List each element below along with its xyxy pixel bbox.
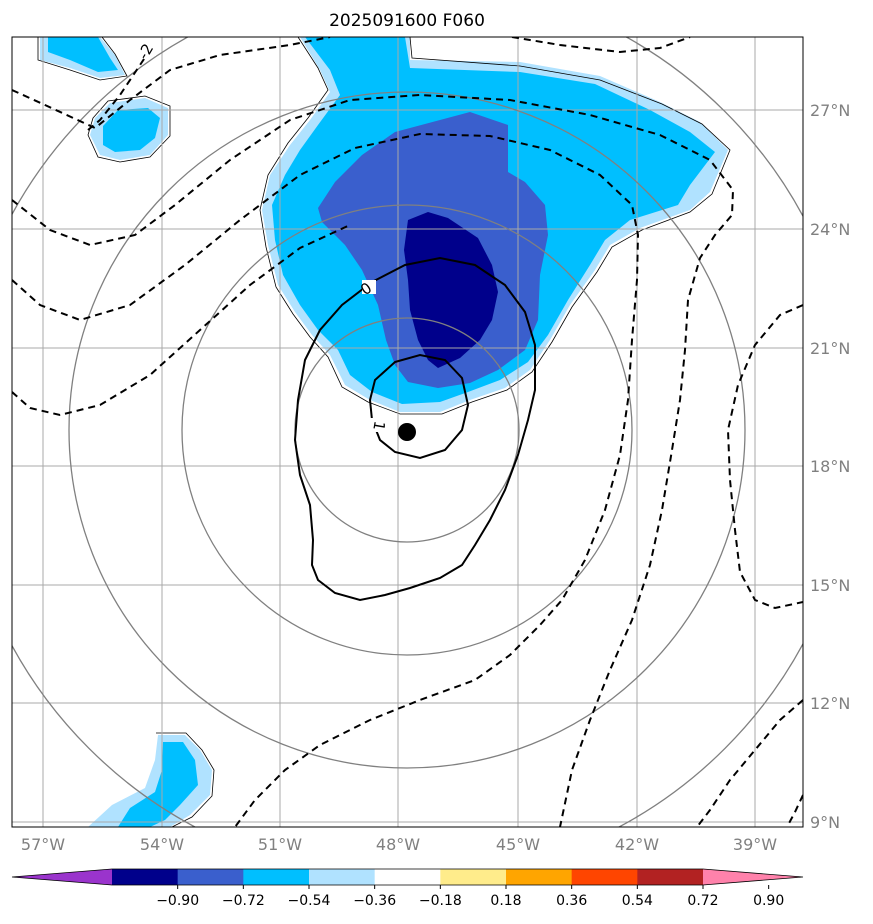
anomaly-navy: [404, 212, 498, 368]
dashed-contour-nw-small: [87, 49, 151, 131]
colorbar-tick-label: 0.18: [490, 893, 521, 909]
lon-tick-label: 45°W: [496, 835, 540, 854]
dashed-contours: [12, 37, 803, 827]
lat-tick-label: 18°N: [810, 457, 850, 476]
range-ring-2: [181, 204, 633, 656]
colorbar-extend-high: [703, 869, 803, 885]
colorbar-tick-label: 0.90: [753, 893, 784, 909]
colorbar-tick-label: 0.54: [622, 893, 653, 909]
lat-tick-label: 9°N: [810, 813, 840, 832]
dashed-contour-arc1: [12, 37, 331, 130]
solid-contour-inner: [368, 353, 470, 460]
dashed-contour-se2: [786, 794, 803, 827]
colorbar-tick-label: −0.54: [288, 893, 331, 909]
dashed-contour-se: [696, 699, 803, 827]
anomaly-topleft-blue: [48, 37, 118, 72]
dashed-contour-east: [726, 304, 803, 610]
colorbar-segment: [243, 869, 310, 885]
colorbar-outline: [11, 868, 804, 886]
lat-tick-labels: 27°N 24°N 21°N 18°N 15°N 12°N 9°N: [810, 101, 850, 832]
shade-outline: [37, 37, 731, 827]
lat-tick-label: 27°N: [810, 101, 850, 120]
lon-tick-labels: 57°W 54°W 51°W 48°W 45°W 42°W 39°W: [21, 835, 777, 854]
colorbar-segment: [309, 869, 376, 885]
colorbar-tick-label: −0.36: [353, 893, 396, 909]
colorbar-segment: [571, 869, 638, 885]
lat-tick-label: 15°N: [810, 576, 850, 595]
map-frame: [11, 36, 804, 828]
lon-tick-label: 42°W: [615, 835, 659, 854]
lon-tick-label: 51°W: [258, 835, 302, 854]
range-rings: [12, 37, 803, 827]
dashed-contour-ne-top: [511, 37, 691, 54]
graticule: [12, 37, 803, 827]
lon-tick-label: 57°W: [21, 835, 65, 854]
storm-center-dot: [398, 423, 416, 441]
lat-tick-label: 24°N: [810, 220, 850, 239]
colorbar-segment: [374, 869, 441, 885]
range-ring-3: [68, 91, 746, 769]
colorbar-tick-label: 0.36: [556, 893, 587, 909]
colorbar-segment: [177, 869, 244, 885]
colorbar: −0.90 −0.72 −0.54 −0.36 −0.18 0.18 0.36 0.54 0.7…: [11, 868, 804, 909]
solid-contours: [293, 256, 536, 602]
solid-contour-outer: [293, 256, 536, 602]
map-panel: 0 1 -2: [11, 36, 804, 828]
dashed-contour-arc2: [12, 93, 735, 827]
colorbar-segment: [506, 869, 573, 885]
colorbar-tick-label: −0.90: [156, 893, 199, 909]
lat-tick-label: 12°N: [810, 694, 850, 713]
colorbar-segment: [637, 869, 704, 885]
colorbar-segment: [112, 869, 179, 885]
colorbar-tick-label: −0.72: [222, 893, 265, 909]
colorbar-tick-label: 0.72: [687, 893, 718, 909]
dashed-contour-arc3: [12, 132, 640, 827]
contour-label-one: 1: [369, 420, 388, 433]
lon-tick-label: 39°W: [733, 835, 777, 854]
lon-tick-label: 48°W: [376, 835, 420, 854]
colorbar-tick-label: −0.18: [419, 893, 462, 909]
lon-tick-label: 54°W: [140, 835, 184, 854]
shaded-field: [40, 37, 728, 827]
lat-tick-label: 21°N: [810, 339, 850, 358]
colorbar-extend-low: [12, 869, 112, 885]
anomaly-sw-blue: [118, 742, 198, 827]
colorbar-segment: [440, 869, 507, 885]
anomaly-nw-blue: [103, 108, 160, 152]
figure-title: 2025091600 F060: [329, 11, 485, 31]
dashed-contour-arc4: [12, 224, 351, 417]
